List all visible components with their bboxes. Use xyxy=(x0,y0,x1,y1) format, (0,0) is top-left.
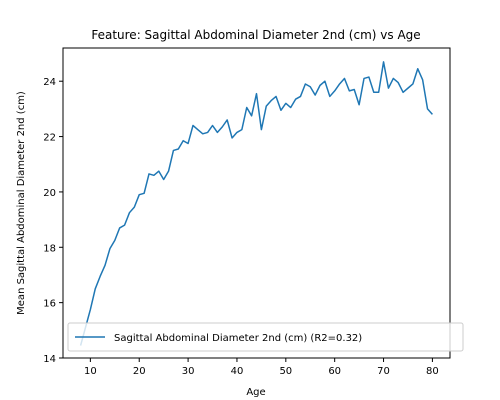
y-axis-label: Mean Sagittal Abdominal Diameter 2nd (cm… xyxy=(16,91,27,315)
y-tick-label: 18 xyxy=(43,243,56,254)
y-tick-label: 16 xyxy=(43,299,56,310)
data-point xyxy=(305,83,306,84)
legend-box xyxy=(67,322,464,352)
data-point xyxy=(368,76,369,77)
data-point xyxy=(285,103,286,104)
data-point xyxy=(344,78,345,79)
data-point xyxy=(148,173,149,174)
data-point xyxy=(373,92,374,93)
data-point xyxy=(388,88,389,89)
y-axis-ticks: 14 16 18 20 22 24 xyxy=(43,77,63,365)
data-point xyxy=(266,106,267,107)
data-point xyxy=(315,94,316,95)
data-point xyxy=(319,85,320,86)
data-point xyxy=(412,83,413,84)
data-point xyxy=(109,248,110,249)
data-point xyxy=(251,115,252,116)
data-point xyxy=(236,132,237,133)
data-point xyxy=(432,114,433,115)
data-point xyxy=(163,179,164,180)
data-point xyxy=(310,86,311,87)
data-point xyxy=(139,194,140,195)
data-point xyxy=(192,125,193,126)
data-point xyxy=(300,96,301,97)
data-point xyxy=(197,129,198,130)
data-point xyxy=(217,132,218,133)
data-point xyxy=(95,288,96,289)
data-point xyxy=(100,276,101,277)
x-tick-label: 10 xyxy=(84,366,97,377)
series-layer xyxy=(79,61,433,346)
data-point xyxy=(173,150,174,151)
x-tick-label: 60 xyxy=(328,366,341,377)
data-point xyxy=(187,143,188,144)
data-point xyxy=(183,140,184,141)
data-point xyxy=(222,126,223,127)
data-point xyxy=(202,133,203,134)
data-point xyxy=(354,89,355,90)
data-point xyxy=(90,309,91,310)
data-point xyxy=(271,100,272,101)
data-point xyxy=(398,82,399,83)
data-point xyxy=(119,227,120,228)
data-point xyxy=(295,99,296,100)
data-point xyxy=(153,175,154,176)
data-point xyxy=(422,79,423,80)
data-point xyxy=(178,148,179,149)
data-point xyxy=(383,61,384,62)
data-point xyxy=(124,225,125,226)
x-tick-label: 50 xyxy=(279,366,292,377)
x-tick-label: 70 xyxy=(377,366,390,377)
data-point xyxy=(241,129,242,130)
data-point xyxy=(256,93,257,94)
data-point xyxy=(324,81,325,82)
y-tick-label: 22 xyxy=(43,133,56,144)
x-tick-label: 40 xyxy=(231,366,244,377)
data-point xyxy=(207,132,208,133)
data-point xyxy=(261,129,262,130)
x-tick-label: 80 xyxy=(426,366,439,377)
data-point xyxy=(427,108,428,109)
data-point xyxy=(129,212,130,213)
data-point xyxy=(290,107,291,108)
data-point xyxy=(407,88,408,89)
data-point xyxy=(349,90,350,91)
data-point xyxy=(339,83,340,84)
legend: Sagittal Abdominal Diameter 2nd (cm) (R2… xyxy=(67,322,464,352)
x-tick-label: 20 xyxy=(133,366,146,377)
data-point xyxy=(246,107,247,108)
data-point xyxy=(359,104,360,105)
data-point xyxy=(144,193,145,194)
data-point xyxy=(363,78,364,79)
data-point xyxy=(212,125,213,126)
x-axis-label: Age xyxy=(246,387,265,398)
plot-frame xyxy=(62,47,451,359)
data-point xyxy=(227,119,228,120)
y-tick-label: 14 xyxy=(43,354,56,365)
chart-title: Feature: Sagittal Abdominal Diameter 2nd… xyxy=(91,28,420,42)
data-point xyxy=(158,171,159,172)
x-axis-ticks: 10 20 30 40 50 60 70 80 xyxy=(84,358,439,377)
data-point xyxy=(402,92,403,93)
y-tick-label: 20 xyxy=(43,188,56,199)
data-point xyxy=(393,78,394,79)
plot-area xyxy=(62,47,451,359)
y-tick-label: 24 xyxy=(43,77,56,88)
data-point xyxy=(280,110,281,111)
data-point xyxy=(329,96,330,97)
data-point xyxy=(417,68,418,69)
data-point xyxy=(334,90,335,91)
data-point xyxy=(275,96,276,97)
legend-label: Sagittal Abdominal Diameter 2nd (cm) (R2… xyxy=(114,333,362,344)
data-point xyxy=(104,265,105,266)
data-point xyxy=(134,207,135,208)
data-point xyxy=(231,137,232,138)
x-tick-label: 30 xyxy=(182,366,195,377)
data-point xyxy=(378,92,379,93)
series-line xyxy=(79,61,433,346)
data-point xyxy=(114,240,115,241)
data-point xyxy=(168,171,169,172)
